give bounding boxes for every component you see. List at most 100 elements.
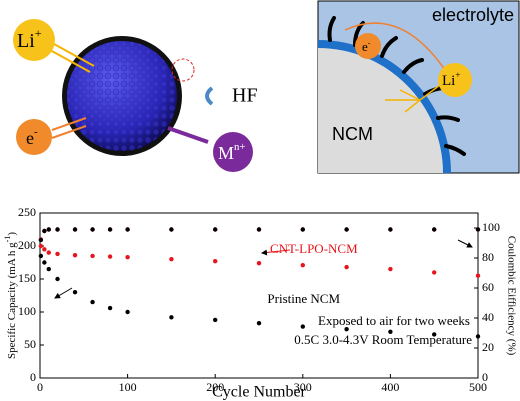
mn-label: Mn+ <box>218 141 246 163</box>
data-point <box>55 276 60 282</box>
arrow <box>54 287 73 299</box>
data-point <box>475 334 481 339</box>
highlight <box>171 58 195 82</box>
e-label-base: e <box>26 128 34 148</box>
x-tick-label: 200 <box>206 380 224 394</box>
y2-tick-label: 0 <box>482 370 488 384</box>
plot-frame <box>39 212 479 379</box>
data-point <box>300 262 305 268</box>
y-axis-label-part: ) <box>6 232 18 236</box>
data-point <box>38 253 44 259</box>
x-tick-label: 400 <box>381 380 399 394</box>
data-point <box>256 321 262 326</box>
data-point <box>475 227 481 232</box>
e-label-base: e <box>362 39 368 54</box>
data-point <box>300 324 305 329</box>
data-point <box>72 253 78 258</box>
data-point <box>90 253 95 259</box>
data-point <box>72 290 78 295</box>
data-point <box>125 309 130 315</box>
arrow <box>49 49 91 73</box>
arrow <box>457 239 473 248</box>
metal-ion <box>213 132 253 172</box>
data-point <box>107 254 113 259</box>
data-point <box>72 227 78 232</box>
arrows <box>385 84 441 113</box>
x-axis-label: Cycle Number <box>212 384 306 401</box>
arrow <box>167 126 209 144</box>
y2-tick-label: 80 <box>482 250 494 264</box>
e-label: e- <box>362 38 371 54</box>
annotation: CNT-LPO-NCM <box>270 241 358 256</box>
data-point <box>38 237 44 243</box>
data-point <box>256 260 262 266</box>
y-tick-label: 250 <box>18 205 36 219</box>
data-point <box>55 227 60 232</box>
data-point <box>46 227 51 232</box>
li-label-sup: + <box>35 26 42 40</box>
y2-tick-label: 40 <box>482 310 494 324</box>
x-tick-label: 300 <box>294 380 312 394</box>
ncm-core <box>318 48 443 173</box>
data-point <box>125 227 130 232</box>
mn-label-sup: n+ <box>234 141 246 153</box>
data-point <box>256 227 262 232</box>
y-axis-label-part: -1 <box>3 236 12 243</box>
data-point <box>388 266 393 272</box>
data-point <box>388 329 393 334</box>
data-point <box>344 264 349 270</box>
y2-tick-label: 100 <box>482 220 500 234</box>
data-point <box>46 266 51 272</box>
x-tick-label: 0 <box>37 380 43 394</box>
x-tick-label: 100 <box>119 380 137 394</box>
li-label-base: Li <box>442 73 455 89</box>
data-point <box>169 227 174 232</box>
y2-tick-label: 60 <box>482 280 494 294</box>
electron <box>16 119 52 155</box>
y-tick-label: 0 <box>30 370 36 384</box>
annotation: Pristine NCM <box>267 291 340 306</box>
arrow <box>53 43 95 67</box>
data-point <box>432 270 437 275</box>
data-point <box>432 227 437 232</box>
y-tick-label: 200 <box>18 238 36 252</box>
data-point <box>475 273 481 278</box>
y2-axis-label: Coulombic Eifficiency (%) <box>505 236 517 356</box>
li-label-base: Li <box>17 30 35 52</box>
y-tick-label: 50 <box>24 337 36 351</box>
li-label-sup: + <box>455 70 460 80</box>
arrow <box>205 86 214 106</box>
e-label: e- <box>26 126 38 148</box>
data-point <box>388 227 393 232</box>
data-point <box>213 227 218 232</box>
data-point <box>90 227 95 232</box>
li-label: Li+ <box>17 26 42 52</box>
data-point <box>213 258 218 264</box>
data-point <box>300 227 305 232</box>
particle-texture <box>67 41 177 151</box>
data-point <box>42 247 47 252</box>
data-point <box>125 255 130 260</box>
data-point <box>46 250 51 255</box>
e-label-sup: - <box>34 126 38 138</box>
data-point <box>55 251 60 257</box>
y-tick-label: 150 <box>18 271 36 285</box>
electrolyte-label: electrolyte <box>432 5 514 25</box>
arrow <box>344 22 446 71</box>
electron <box>355 33 381 59</box>
data-point <box>344 326 349 332</box>
arrow <box>51 125 87 139</box>
hf-label: HF <box>232 85 258 107</box>
e-label-sup: - <box>368 38 371 47</box>
data-point <box>169 257 174 262</box>
data-point <box>42 228 47 234</box>
data-point <box>213 317 218 323</box>
annotation: 0.5C 3.0-4.3V Room Temperature <box>294 332 472 347</box>
data-point <box>344 227 349 232</box>
li-label: Li+ <box>442 70 460 89</box>
li-ion <box>13 19 55 61</box>
y-axis-label-part: Specific Capacity (mA h g <box>6 242 18 359</box>
arrow <box>51 117 87 131</box>
interface-schematic <box>317 0 520 174</box>
